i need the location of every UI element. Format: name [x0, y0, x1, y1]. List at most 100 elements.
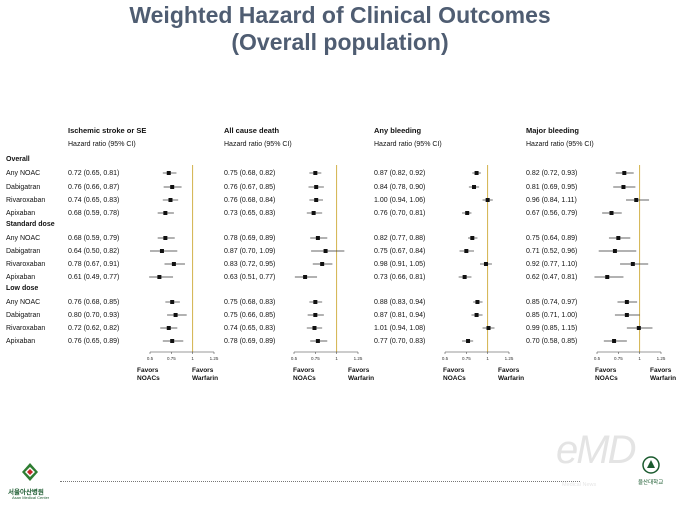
hr-point — [616, 236, 621, 240]
favors-noacs-line2: NOACs — [595, 375, 618, 382]
favors-noacs-label: Favors NOACs — [293, 367, 316, 383]
hr-value-text: 0.61 (0.49, 0.77) — [68, 274, 120, 281]
hr-point — [472, 185, 477, 189]
hr-point — [313, 171, 318, 175]
hr-point — [157, 275, 162, 279]
hr-point — [605, 275, 610, 279]
hr-point — [462, 275, 467, 279]
hr-value-text: 0.75 (0.68, 0.83) — [224, 299, 276, 306]
hr-value-text: 0.87 (0.81, 0.94) — [374, 312, 426, 319]
hr-value-text: 0.82 (0.72, 0.93) — [526, 170, 578, 177]
hr-point — [314, 198, 319, 202]
axis-tick-label: 1 — [191, 356, 194, 361]
hr-point — [634, 198, 639, 202]
hr-point — [320, 262, 325, 266]
hr-value-text: 0.83 (0.72, 0.95) — [224, 261, 276, 268]
axis-tick-label: 1 — [638, 356, 641, 361]
hr-point — [624, 300, 629, 304]
hr-value-text: 0.80 (0.70, 0.93) — [68, 312, 120, 319]
hr-value-text: 0.70 (0.58, 0.85) — [526, 338, 578, 345]
panel-title: Any bleeding — [374, 126, 422, 135]
hr-value-text: 1.01 (0.94, 1.08) — [374, 325, 426, 332]
favors-warfarin-line2: Warfarin — [192, 375, 219, 382]
favors-noacs-line2: NOACs — [293, 375, 316, 382]
university-name: 울산대학교 — [638, 480, 664, 486]
hr-value-text: 0.92 (0.77, 1.10) — [526, 261, 578, 268]
hr-point — [630, 262, 635, 266]
favors-noacs-label: Favors NOACs — [137, 367, 160, 383]
hr-value-text: 0.76 (0.66, 0.87) — [68, 184, 120, 191]
favors-noacs-label: Favors NOACs — [443, 367, 466, 383]
emd-watermark: eMD — [556, 428, 636, 472]
row-label: Rivaroxaban — [6, 197, 46, 204]
hr-value-text: 0.88 (0.83, 0.94) — [374, 299, 426, 306]
group-header: Overall — [6, 156, 30, 163]
hr-value-text: 0.72 (0.62, 0.82) — [68, 325, 120, 332]
hr-value-text: 0.76 (0.67, 0.85) — [224, 184, 276, 191]
hr-value-text: 0.76 (0.68, 0.85) — [68, 299, 120, 306]
panel-subtitle: Hazard ratio (95% CI) — [224, 141, 292, 148]
hr-value-text: 0.84 (0.78, 0.90) — [374, 184, 426, 191]
favors-warfarin-label: Favors Warfarin — [650, 367, 676, 383]
hr-point — [311, 211, 316, 215]
row-label: Any NOAC — [6, 170, 41, 177]
hr-point — [470, 236, 475, 240]
axis-tick-label: 1.25 — [505, 356, 514, 361]
hr-value-text: 0.75 (0.64, 0.89) — [526, 235, 578, 242]
asan-medical-center-logo: 서울아산병원 Asan Medical Center — [8, 462, 56, 504]
hr-point — [464, 249, 469, 253]
hr-point — [474, 171, 479, 175]
axis-tick-label: 0.5 — [442, 356, 449, 361]
axis-tick-label: 0.75 — [614, 356, 623, 361]
hr-point — [170, 185, 175, 189]
row-label: Apixaban — [6, 338, 36, 345]
row-label: Rivaroxaban — [6, 325, 46, 332]
hr-value-text: 0.98 (0.91, 1.05) — [374, 261, 426, 268]
slide-title-line2: (Overall population) — [231, 29, 449, 55]
row-label: Any NOAC — [6, 299, 41, 306]
favors-warfarin-line2: Warfarin — [650, 375, 677, 382]
hr-value-text: 0.81 (0.69, 0.95) — [526, 184, 578, 191]
university-emblem-icon — [641, 456, 660, 474]
favors-warfarin-line1: Favors — [498, 367, 520, 374]
favors-warfarin-line1: Favors — [192, 367, 214, 374]
hr-point — [313, 313, 318, 317]
panel-subtitle: Hazard ratio (95% CI) — [68, 141, 136, 148]
hr-value-text: 0.87 (0.70, 1.09) — [224, 248, 276, 255]
hr-value-text: 0.73 (0.65, 0.83) — [224, 210, 276, 217]
hr-value-text: 0.85 (0.74, 0.97) — [526, 299, 578, 306]
hr-value-text: 0.78 (0.67, 0.91) — [68, 261, 120, 268]
panel-subtitle: Hazard ratio (95% CI) — [374, 141, 442, 148]
hr-value-text: 0.68 (0.59, 0.78) — [68, 210, 120, 217]
favors-noacs-line1: Favors — [137, 367, 159, 374]
hr-point — [612, 249, 617, 253]
axis-tick-label: 1.25 — [210, 356, 219, 361]
row-label: Any NOAC — [6, 235, 41, 242]
hr-value-text: 0.76 (0.65, 0.89) — [68, 338, 120, 345]
hr-value-text: 0.78 (0.69, 0.89) — [224, 235, 276, 242]
favors-noacs-label: Favors NOACs — [595, 367, 618, 383]
panel-title: Ischemic stroke or SE — [68, 126, 147, 135]
axis-tick-label: 1 — [486, 356, 489, 361]
favors-warfarin-line1: Favors — [348, 367, 370, 374]
favors-noacs-line1: Favors — [443, 367, 465, 374]
favors-noacs-line1: Favors — [293, 367, 315, 374]
hr-value-text: 0.76 (0.70, 0.81) — [374, 210, 426, 217]
hr-point — [159, 249, 164, 253]
hr-point — [475, 300, 480, 304]
footer-divider — [60, 481, 580, 482]
hr-point — [465, 211, 470, 215]
hr-point — [173, 313, 178, 317]
row-label: Dabigatran — [6, 312, 41, 319]
hr-point — [313, 300, 318, 304]
hr-point — [323, 249, 328, 253]
hr-point — [315, 339, 320, 343]
hr-value-text: 0.85 (0.71, 1.00) — [526, 312, 578, 319]
hr-value-text: 0.96 (0.84, 1.11) — [526, 197, 577, 204]
hr-point — [170, 300, 175, 304]
row-label: Dabigatran — [6, 248, 41, 255]
hr-point — [622, 171, 627, 175]
hr-point — [486, 326, 491, 330]
hr-value-text: 0.72 (0.65, 0.81) — [68, 170, 120, 177]
